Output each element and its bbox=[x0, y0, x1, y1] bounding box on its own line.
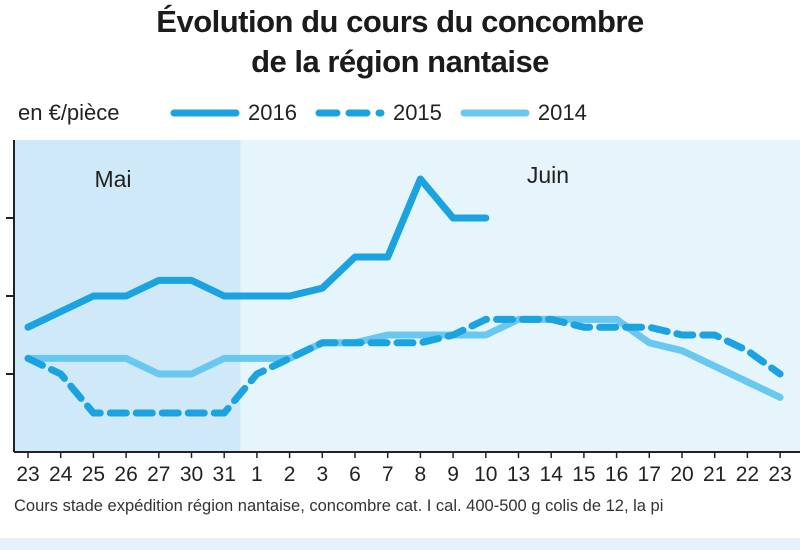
x-tick-label-12: 8 bbox=[415, 463, 427, 486]
x-tick-label-5: 30 bbox=[180, 463, 203, 486]
x-tick-label-14: 10 bbox=[474, 463, 497, 486]
period-label-mai: Mai bbox=[94, 166, 131, 192]
x-tick-label-20: 20 bbox=[670, 463, 693, 486]
legend-label-2014: 2014 bbox=[537, 100, 587, 125]
x-tick-label-1: 24 bbox=[49, 463, 73, 486]
x-tick-label-4: 27 bbox=[147, 463, 170, 486]
legend: 2016 2015 2014 bbox=[170, 98, 605, 128]
x-tick-label-19: 17 bbox=[638, 463, 661, 486]
x-tick-label-8: 2 bbox=[284, 463, 296, 486]
legend-swatch-2014 bbox=[460, 109, 530, 117]
x-tick-label-23: 23 bbox=[768, 463, 791, 486]
x-tick-label-10: 6 bbox=[349, 463, 361, 486]
series-line-2015 bbox=[24, 315, 784, 417]
x-tick-label-7: 1 bbox=[251, 463, 263, 486]
legend-item-2014: 2014 bbox=[460, 100, 587, 126]
x-tick-label-11: 7 bbox=[382, 463, 394, 486]
series-line-2014 bbox=[24, 315, 784, 401]
legend-item-2015: 2015 bbox=[315, 100, 442, 126]
legend-label-2016: 2016 bbox=[248, 100, 297, 125]
bottom-band bbox=[0, 538, 800, 550]
x-tick-label-16: 14 bbox=[540, 463, 564, 486]
chart-title-line-1: Évolution du cours du concombre bbox=[156, 4, 644, 39]
x-tick-label-6: 31 bbox=[213, 463, 236, 486]
x-tick-label-0: 23 bbox=[16, 463, 39, 486]
x-tick-label-13: 9 bbox=[447, 463, 459, 486]
chart-title-line-2: de la région nantaise bbox=[251, 44, 549, 79]
x-tick-label-9: 3 bbox=[316, 463, 328, 486]
x-tick-label-18: 16 bbox=[605, 463, 628, 486]
x-tick-label-2: 25 bbox=[82, 463, 105, 486]
x-tick-label-22: 22 bbox=[736, 463, 759, 486]
source-note: Cours stade expédition région nantaise, … bbox=[14, 497, 664, 515]
x-tick-label-3: 26 bbox=[114, 463, 137, 486]
legend-swatch-2015 bbox=[315, 109, 385, 117]
period-label-juin: Juin bbox=[527, 162, 569, 188]
x-tick-label-17: 15 bbox=[572, 463, 595, 486]
legend-swatch-2016 bbox=[170, 109, 240, 117]
x-tick-label-21: 21 bbox=[703, 463, 726, 486]
period-band-juin bbox=[240, 140, 800, 452]
legend-item-2016: 2016 bbox=[170, 100, 297, 126]
x-tick-label-15: 13 bbox=[507, 463, 530, 486]
series-line-2016 bbox=[24, 175, 490, 331]
y-unit-label: en €/pièce bbox=[18, 100, 120, 125]
legend-label-2015: 2015 bbox=[392, 100, 442, 125]
